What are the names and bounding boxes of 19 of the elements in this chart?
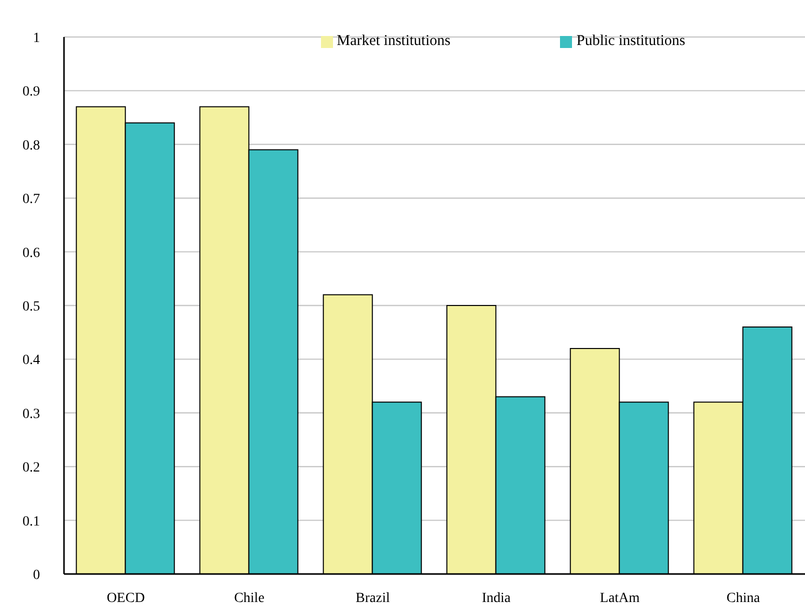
y-tick-label: 0.3 xyxy=(22,406,40,422)
y-tick-label: 0.8 xyxy=(22,138,40,154)
x-tick-label: China xyxy=(726,590,761,606)
legend-label: Market institutions xyxy=(336,33,450,49)
x-tick-label: India xyxy=(482,590,512,606)
y-tick-label: 0.1 xyxy=(22,514,40,530)
y-tick-label: 0.2 xyxy=(22,460,40,476)
x-tick-label: Chile xyxy=(234,590,264,606)
x-tick-label: LatAm xyxy=(600,590,640,606)
y-tick-label: 0.5 xyxy=(22,299,40,314)
y-tick-label: 0.7 xyxy=(22,192,40,208)
y-tick-label: 0.9 xyxy=(22,84,40,100)
y-tick-label: 0 xyxy=(33,568,40,583)
y-tick-label: 0.4 xyxy=(22,353,40,368)
x-tick-label: Brazil xyxy=(356,590,390,606)
x-tick-label: OECD xyxy=(106,590,145,606)
y-tick-label: 0.6 xyxy=(22,246,40,261)
y-tick-label: 1 xyxy=(33,30,40,46)
legend-label: Public institutions xyxy=(576,33,686,49)
